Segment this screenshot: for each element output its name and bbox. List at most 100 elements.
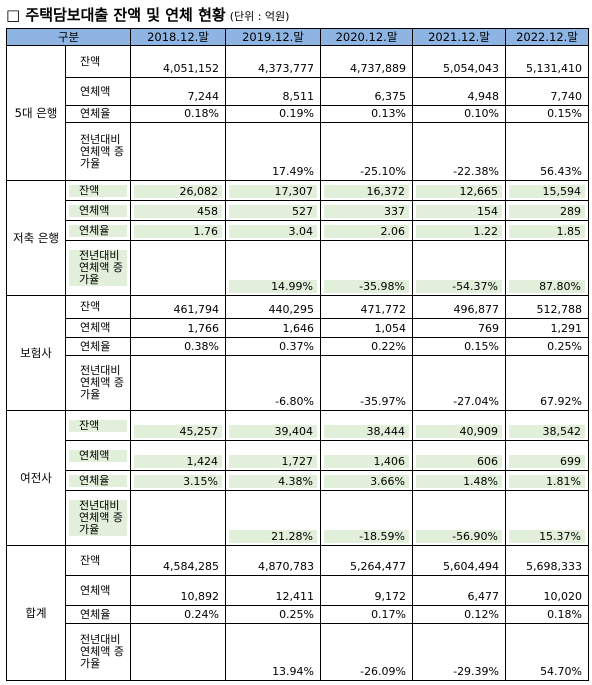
value-cell: 5,698,333: [505, 545, 590, 576]
cell-box: 38,444: [324, 425, 410, 438]
value-cell: 1.22: [412, 220, 507, 241]
value-cell: [130, 122, 227, 181]
value-cell: 4,948: [412, 77, 507, 106]
cell-box: 1.22: [416, 225, 503, 238]
cell-box: 458: [134, 205, 223, 218]
data-row: 전년대비 연체액 증가율 21.28% -18.59% -56.90% 15.37%: [7, 490, 590, 546]
value-cell: 38,542: [505, 410, 590, 441]
value-cell: 4.38%: [225, 470, 322, 491]
value-cell: 5,054,043: [412, 45, 507, 78]
value-cell: -35.97%: [320, 355, 414, 411]
value-cell: 4,584,285: [130, 545, 227, 576]
data-row: 연체율 0.38% 0.37% 0.22% 0.15% 0.25%: [7, 337, 590, 356]
row-label: 연체율: [64, 105, 132, 123]
title: □ 주택담보대출 잔액 및 연체 현황 (단위 : 억원): [6, 4, 289, 26]
value-cell: 7,740: [505, 77, 590, 106]
value-cell: 1,766: [130, 318, 227, 338]
cell-box: 1.85: [509, 225, 586, 238]
value-cell: [130, 240, 227, 296]
row-label: 잔액: [64, 410, 132, 441]
data-row: 연체액 458 527 337 154 289: [7, 200, 590, 221]
cell-box: 1,424: [134, 455, 223, 468]
value-cell: 0.37%: [225, 337, 322, 356]
cell-box: -56.90%: [416, 530, 503, 543]
cell-box: 21.28%: [229, 530, 318, 543]
value-cell: 0.10%: [412, 105, 507, 123]
header-cell: 구분: [5, 28, 132, 46]
value-cell: -22.38%: [412, 122, 507, 181]
value-cell: 56.43%: [505, 122, 590, 181]
value-cell: 12,411: [225, 575, 322, 606]
cell-box: 연체율: [69, 474, 128, 487]
value-cell: 4,870,783: [225, 545, 322, 576]
value-cell: 1,424: [130, 440, 227, 471]
value-cell: [130, 490, 227, 546]
cell-box: 40,909: [416, 425, 503, 438]
row-label: 연체율: [64, 337, 132, 356]
row-label: 연체액: [64, 440, 132, 471]
data-row: 연체율 1.76 3.04 2.06 1.22 1.85: [7, 220, 590, 241]
value-cell: 0.15%: [505, 105, 590, 123]
value-cell: 5,604,494: [412, 545, 507, 576]
data-row: 연체율 0.24% 0.25% 0.17% 0.12% 0.18%: [7, 605, 590, 624]
value-cell: 0.15%: [412, 337, 507, 356]
table: 구분 2018.12.말 2019.12.말 2020.12.말 2021.12.말 20…: [5, 28, 590, 681]
row-label: 전년대비 연체액 증가율: [64, 355, 132, 411]
cell-box: 1.76: [134, 225, 223, 238]
value-cell: 458: [130, 200, 227, 221]
cell-box: 17,307: [229, 185, 318, 198]
data-row: 연체액 1,766 1,646 1,054 769 1,291: [7, 318, 590, 338]
group-label: 5대 은행: [6, 45, 66, 181]
value-cell: 9,172: [320, 575, 414, 606]
cell-box: 3.15%: [134, 475, 223, 488]
value-cell: 10,892: [130, 575, 227, 606]
value-cell: 496,877: [412, 295, 507, 319]
value-cell: 16,372: [320, 180, 414, 201]
value-cell: 45,257: [130, 410, 227, 441]
value-cell: 699: [505, 440, 590, 471]
value-cell: 39,404: [225, 410, 322, 441]
value-cell: 13.94%: [225, 623, 322, 681]
value-cell: 4,051,152: [130, 45, 227, 78]
header-cell: 2022.12.말: [505, 28, 590, 46]
value-cell: 1.76: [130, 220, 227, 241]
cell-box: 1.48%: [416, 475, 503, 488]
value-cell: 6,375: [320, 77, 414, 106]
cell-box: 잔액: [69, 184, 128, 197]
value-cell: 26,082: [130, 180, 227, 201]
value-cell: 5,131,410: [505, 45, 590, 78]
cell-box: 87.80%: [509, 280, 586, 293]
group-label: 저축 은행: [6, 180, 66, 296]
value-cell: 3.15%: [130, 470, 227, 491]
cell-box: 연체액: [69, 204, 128, 217]
data-row: 연체액 7,244 8,511 6,375 4,948 7,740: [7, 77, 590, 106]
value-cell: 3.04: [225, 220, 322, 241]
value-cell: 289: [505, 200, 590, 221]
value-cell: -18.59%: [320, 490, 414, 546]
cell-box: -18.59%: [324, 530, 410, 543]
value-cell: 1,646: [225, 318, 322, 338]
value-cell: 1,727: [225, 440, 322, 471]
header-cell: 2018.12.말: [130, 28, 227, 46]
value-cell: -27.04%: [412, 355, 507, 411]
value-cell: 0.25%: [505, 337, 590, 356]
data-row: 연체액 1,424 1,727 1,406 606 699: [7, 440, 590, 471]
data-row: 전년대비 연체액 증가율 -6.80% -35.97% -27.04% 67.92%: [7, 355, 590, 411]
value-cell: 87.80%: [505, 240, 590, 296]
value-cell: 606: [412, 440, 507, 471]
cell-box: -35.98%: [324, 280, 410, 293]
value-cell: 2.06: [320, 220, 414, 241]
value-cell: 471,772: [320, 295, 414, 319]
cell-box: 527: [229, 205, 318, 218]
value-cell: -54.37%: [412, 240, 507, 296]
cell-box: 15,594: [509, 185, 586, 198]
value-cell: 12,665: [412, 180, 507, 201]
data-row: 전년대비 연체액 증가율 13.94% -26.09% -29.39% 54.70%: [7, 623, 590, 681]
data-row: 저축 은행 잔액 26,082 17,307 16,372 12,665 15,594: [6, 180, 590, 296]
title-text: □ 주택담보대출 잔액 및 연체 현황: [6, 6, 226, 24]
row-label: 연체액: [64, 200, 132, 221]
value-cell: 512,788: [505, 295, 590, 319]
group-label: 여전사: [6, 410, 66, 546]
value-cell: 0.18%: [130, 105, 227, 123]
